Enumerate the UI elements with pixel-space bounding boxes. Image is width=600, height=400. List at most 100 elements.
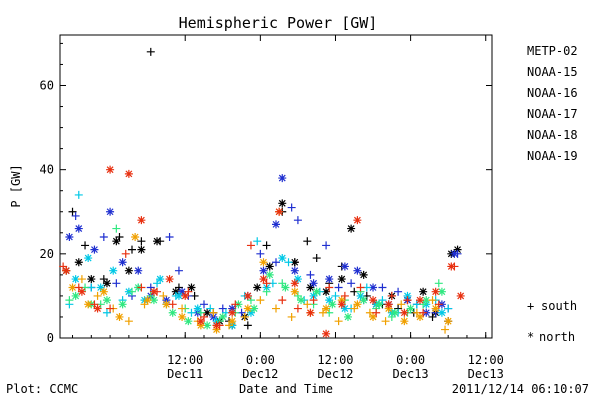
noaa-15-north-point bbox=[106, 207, 115, 216]
noaa-17-north-point bbox=[359, 296, 368, 305]
noaa-15-south-point bbox=[99, 233, 108, 241]
marker-legend: + south * north bbox=[527, 299, 577, 344]
noaa-19-north-point bbox=[196, 317, 205, 326]
metp-02-south-point bbox=[312, 254, 321, 263]
legend-item-noaa-17: NOAA-17 bbox=[527, 107, 578, 121]
noaa-18-south-point bbox=[159, 291, 168, 300]
noaa-18-north-point bbox=[431, 304, 440, 313]
metp-02-south-point bbox=[428, 312, 437, 321]
noaa-15-south-point bbox=[146, 283, 155, 292]
noaa-19-north-point bbox=[181, 291, 190, 300]
metp-02-south-point bbox=[81, 241, 90, 250]
noaa-17-north-point bbox=[297, 296, 306, 305]
noaa-15-south-point bbox=[334, 283, 343, 292]
noaa-17-north-point bbox=[437, 287, 446, 296]
noaa-16-north-point bbox=[278, 254, 287, 263]
noaa-17-south-point bbox=[128, 287, 136, 296]
noaa-17-north-point bbox=[184, 317, 193, 326]
noaa-18-south-point bbox=[256, 296, 265, 305]
metp-02-south-point bbox=[115, 233, 124, 241]
noaa-18-south-point bbox=[441, 325, 450, 334]
noaa-16-north-point bbox=[96, 283, 105, 292]
x-tick-date-label: Dec12 bbox=[317, 367, 353, 381]
plot-frame bbox=[59, 34, 493, 339]
noaa-19-south-point bbox=[59, 262, 68, 271]
noaa-15-north-point bbox=[450, 249, 459, 258]
noaa-15-north-point bbox=[290, 266, 299, 275]
noaa-16-south-point bbox=[187, 308, 196, 317]
noaa-19-north-point bbox=[400, 308, 409, 317]
noaa-17-north-point bbox=[218, 312, 227, 321]
metp-02-south-point bbox=[174, 283, 183, 292]
noaa-18-north-point bbox=[228, 317, 237, 326]
noaa-18-south-point bbox=[350, 304, 359, 313]
noaa-15-south-point bbox=[200, 300, 208, 309]
x-tick-date-label: Dec11 bbox=[167, 367, 203, 381]
noaa-15-north-point bbox=[353, 266, 362, 275]
noaa-17-north-point bbox=[265, 270, 274, 279]
noaa-17-north-point bbox=[149, 296, 158, 305]
noaa-15-north-point bbox=[272, 220, 280, 229]
noaa-17-north-point bbox=[422, 296, 431, 305]
noaa-19-north-point bbox=[322, 329, 331, 338]
noaa-18-south-point bbox=[397, 300, 406, 309]
noaa-18-south-point bbox=[303, 300, 312, 309]
noaa-19-south-point bbox=[137, 283, 146, 292]
noaa-16-south-point bbox=[378, 296, 387, 305]
noaa-15-south-point bbox=[287, 203, 296, 212]
noaa-19-south-point bbox=[121, 249, 130, 258]
noaa-18-north-point bbox=[84, 300, 93, 309]
noaa-18-south-point bbox=[381, 317, 390, 326]
noaa-19-south-point bbox=[184, 287, 193, 296]
marker-legend-south-symbol: + bbox=[527, 299, 534, 313]
noaa-16-south-point bbox=[102, 308, 111, 317]
noaa-18-south-point bbox=[318, 308, 327, 317]
noaa-16-north-point bbox=[293, 275, 302, 284]
noaa-18-north-point bbox=[369, 312, 378, 321]
noaa-19-south-point bbox=[419, 308, 428, 317]
noaa-17-north-point bbox=[118, 300, 127, 309]
noaa-19-north-point bbox=[416, 296, 424, 305]
metp-02-south-point bbox=[68, 207, 77, 216]
metp-02-north-point bbox=[359, 270, 368, 279]
x-tick-date-label: Dec12 bbox=[242, 367, 278, 381]
legend-item-metp-02: METP-02 bbox=[527, 44, 578, 58]
noaa-15-south-point bbox=[218, 304, 227, 313]
noaa-19-north-point bbox=[259, 275, 268, 284]
noaa-19-north-point bbox=[77, 287, 86, 296]
noaa-16-north-point bbox=[109, 266, 118, 275]
noaa-16-south-point bbox=[253, 237, 262, 246]
noaa-19-north-point bbox=[306, 308, 315, 317]
noaa-15-north-point bbox=[162, 296, 171, 305]
noaa-15-south-point bbox=[272, 258, 280, 267]
noaa-15-north-point bbox=[340, 262, 349, 271]
x-tick-time-label: 12:00 bbox=[468, 353, 504, 367]
noaa-18-north-point bbox=[143, 296, 152, 305]
noaa-15-north-point bbox=[74, 224, 83, 233]
noaa-16-north-point bbox=[246, 308, 255, 317]
noaa-18-south-point bbox=[77, 275, 86, 284]
noaa-19-south-point bbox=[309, 296, 318, 305]
noaa-17-south-point bbox=[293, 291, 302, 300]
noaa-16-north-point bbox=[403, 291, 412, 300]
metp-02-north-point bbox=[102, 279, 111, 288]
noaa-16-north-point bbox=[193, 304, 202, 313]
noaa-15-north-point bbox=[134, 266, 143, 275]
noaa-18-south-point bbox=[272, 304, 280, 313]
noaa-17-north-point bbox=[250, 304, 259, 313]
noaa-16-south-point bbox=[153, 279, 162, 288]
noaa-16-north-point bbox=[156, 275, 165, 284]
noaa-19-south-point bbox=[372, 308, 381, 317]
noaa-17-south-point bbox=[434, 279, 443, 288]
metp-02-north-point bbox=[74, 258, 83, 267]
noaa-15-north-point bbox=[178, 287, 187, 296]
noaa-15-north-point bbox=[325, 275, 334, 284]
noaa-18-north-point bbox=[243, 304, 252, 313]
y-tick-label: 40 bbox=[40, 163, 54, 177]
noaa-15-north-point bbox=[90, 245, 99, 254]
metp-02-north-point bbox=[419, 287, 428, 296]
noaa-19-south-point bbox=[90, 300, 99, 309]
noaa-19-south-point bbox=[106, 304, 115, 313]
noaa-18-south-point bbox=[287, 312, 296, 321]
